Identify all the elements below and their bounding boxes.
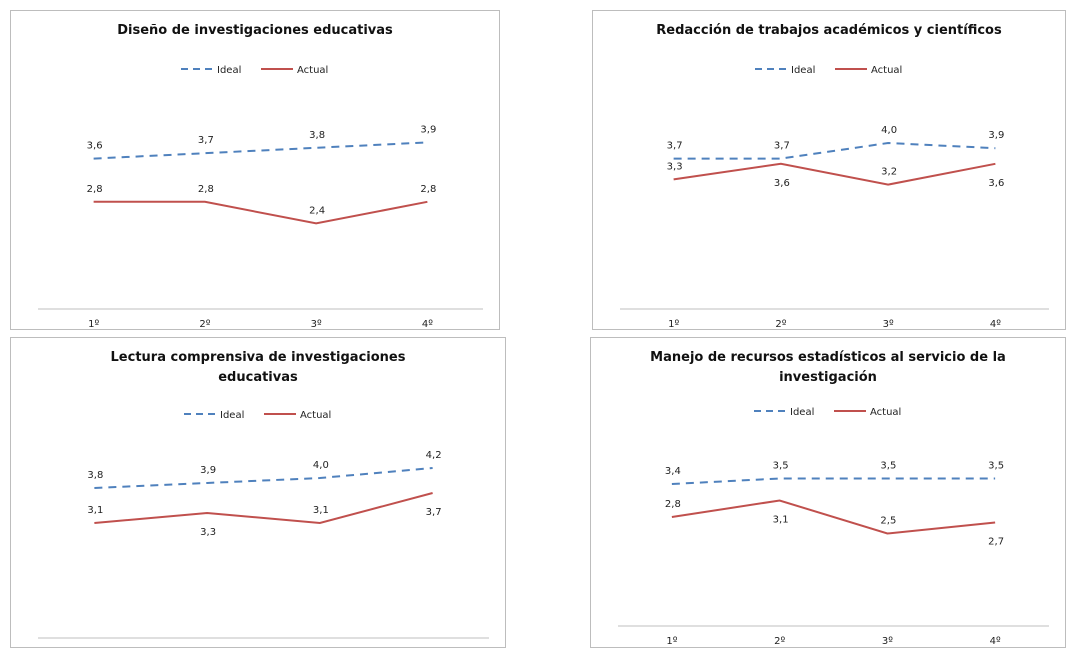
series-line [671,499,996,535]
data-label: 3,9 [988,130,1004,141]
legend-label: Actual [871,65,902,76]
x-tick-label: 1º [88,319,99,330]
data-label: 3,6 [774,178,790,189]
chart: 1º 2º 3º 4º Ideal Actual 3,4 3,5 3,5 3,5 2,8 3,1 2,5… [618,407,1049,647]
series-line [94,467,433,489]
legend-label: Actual [297,65,328,76]
x-tick-label: 4º [422,319,433,330]
chart-title: Diseño de investigaciones educativas [117,23,393,38]
data-label: 3,1 [313,505,329,516]
chart-panel: 1º 2º 3º 4º Ideal Actual 3,7 3,7 4,0 3,9 3,3 3,6 3,2… [592,10,1066,330]
data-label: 3,8 [309,130,325,141]
data-label: 3,4 [665,466,681,477]
x-tick-label: 3º [311,319,322,330]
data-label: 3,2 [881,167,897,178]
data-label: 2,8 [198,184,214,195]
data-label: 2,8 [420,184,436,195]
data-label: 3,9 [200,465,216,476]
data-label: 3,7 [774,141,790,152]
data-label: 3,9 [420,124,436,135]
data-label: 3,5 [773,461,789,472]
data-label: 3,7 [198,135,214,146]
data-label: 2,5 [880,516,896,527]
chart-title: Lectura comprensiva de investigaciones e… [110,350,406,385]
series-line [94,492,433,525]
data-label: 3,7 [426,507,442,518]
data-label: 3,6 [87,141,103,152]
data-label: 2,8 [87,184,103,195]
x-tick-label: 3º [883,319,894,330]
x-tick-label: 2º [774,636,785,647]
data-label: 3,8 [87,470,103,481]
data-label: 3,5 [880,461,896,472]
data-label: 3,7 [667,141,683,152]
x-tick-label: 4º [990,636,1001,647]
x-tick-label: 1º [666,636,677,647]
chart: 1º2º3º4ºIdealActual3,83,94,04,23,13,33,1… [38,410,489,639]
legend-label: Actual [870,407,901,418]
series-line [93,200,428,225]
chart: 1º 2º 3º 4º Ideal Actual 3,6 3,7 3,8 3,9 2,8 2,8 2,4… [38,65,483,330]
data-label: 2,4 [309,205,325,216]
series-line [673,141,996,160]
data-label: 3,3 [200,527,216,538]
data-label: 3,3 [667,161,683,172]
data-label: 4,2 [426,450,442,461]
data-label: 2,8 [665,499,681,510]
data-label: 3,1 [87,505,103,516]
chart-title: Manejo de recursos estadísticos al servi… [650,350,1006,385]
data-label: 3,1 [773,515,789,526]
chart-panel: 1º 2º 3º 4º Ideal Actual 3,4 3,5 3,5 3,5 2,8 3,1 2,5… [590,337,1066,648]
chart-panel: 1º 2º 3º 4º Ideal Actual 3,6 3,7 3,8 3,9 2,8 2,8 2,4… [10,10,500,330]
x-tick-label: 2º [775,319,786,330]
chart-panel: 1º2º3º4ºIdealActual3,83,94,04,23,13,33,1… [10,337,506,648]
data-label: 4,0 [881,125,897,136]
x-tick-label: 4º [990,319,1001,330]
x-tick-label: 1º [668,319,679,330]
data-label: 3,5 [988,461,1004,472]
legend-label: Ideal [790,407,814,418]
legend-label: Ideal [220,410,244,421]
series-line [673,162,996,186]
x-tick-label: 2º [199,319,210,330]
series-line [671,477,996,485]
legend-label: Actual [300,410,331,421]
data-label: 4,0 [313,460,329,471]
chart-title: Redacción de trabajos académicos y cient… [656,23,1002,38]
x-tick-label: 3º [882,636,893,647]
chart: 1º 2º 3º 4º Ideal Actual 3,7 3,7 4,0 3,9 3,3 3,6 3,2… [620,65,1049,330]
legend-label: Ideal [217,65,241,76]
series-line [93,141,428,160]
legend-label: Ideal [791,65,815,76]
data-label: 2,7 [988,537,1004,548]
data-label: 3,6 [988,178,1004,189]
